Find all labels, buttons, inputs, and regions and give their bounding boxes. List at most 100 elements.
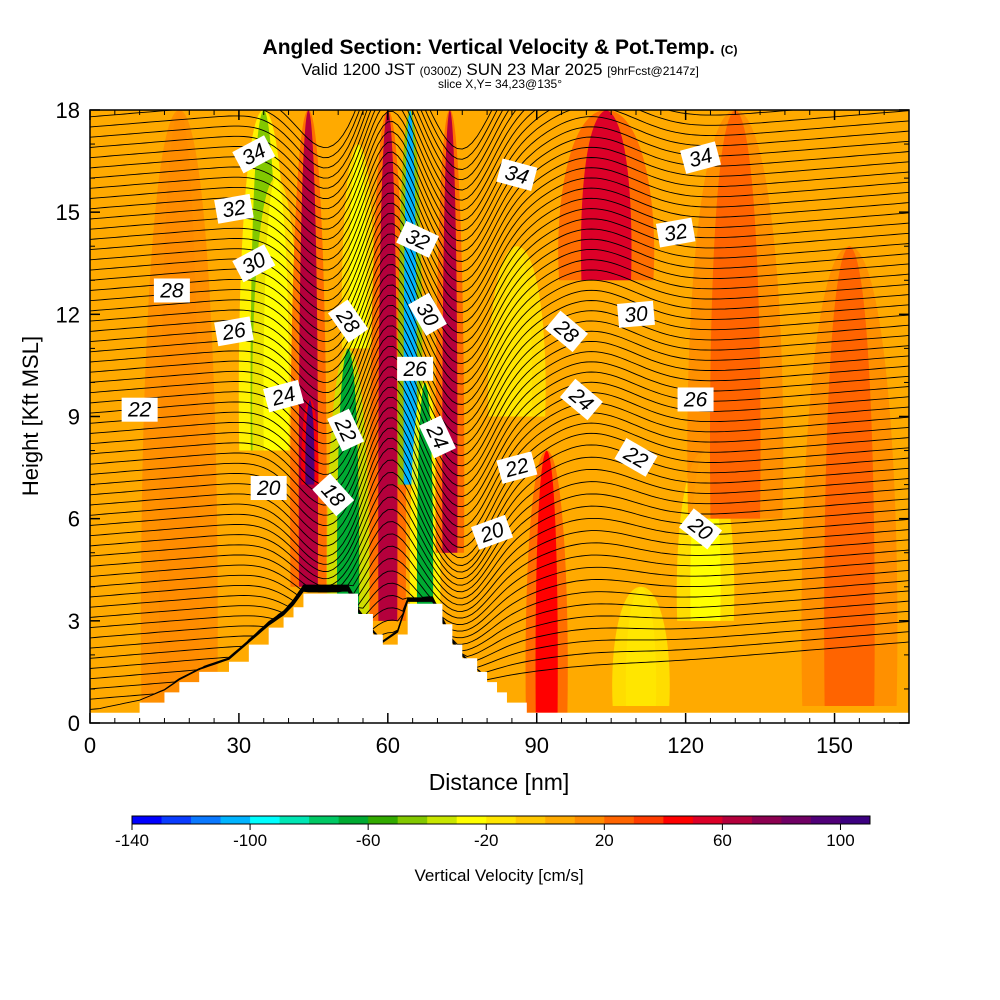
subtitle-date: SUN 23 Mar 2025: [461, 60, 608, 79]
isotherm-line: [90, 110, 526, 201]
isotherm-line: [90, 361, 909, 487]
colorbar-tick-label: -100: [233, 831, 267, 850]
colorbar-swatch: [220, 816, 251, 824]
isotherm-line: [90, 351, 909, 477]
colorbar-swatch: [368, 816, 399, 824]
y-tick-label: 18: [56, 98, 80, 123]
colorbar-swatch: [633, 816, 664, 824]
x-axis-label: Distance [nm]: [429, 769, 570, 795]
isotherm-line: [90, 238, 909, 365]
velocity-cell: [369, 110, 407, 621]
contour-label: 30: [617, 300, 655, 328]
copyright-mark: (C): [720, 43, 738, 57]
colorbar-swatch: [397, 816, 428, 824]
isotherm-line: [90, 310, 909, 436]
velocity-cell-core: [501, 246, 533, 417]
slice-label: slice X,Y= 34,23@135°: [437, 77, 563, 91]
colorbar-frame: [131, 815, 871, 825]
contour-label: 32: [655, 217, 696, 248]
isotherm-line: [90, 559, 909, 632]
isotherm-line: [90, 110, 504, 170]
contour-label: 34: [680, 141, 722, 174]
subtitle-utc-time: (0300Z): [419, 64, 462, 78]
contour-label: 20: [471, 514, 514, 550]
isotherm-line: [90, 197, 909, 324]
contour-label-box: [545, 310, 589, 353]
isotherm-line: [90, 589, 909, 690]
contour-label-box: [250, 476, 287, 501]
contour-label-box: [214, 316, 254, 347]
axes: 0 30 60 90 120 150 0 3 6 9 12 15 18: [56, 98, 909, 758]
colorbar-label: Vertical Velocity [cm/s]: [414, 866, 583, 885]
contour-label-text: 30: [623, 302, 649, 327]
colorbar-swatch: [338, 816, 369, 824]
isotherm-line: [90, 110, 909, 222]
isotherm-line: [90, 589, 909, 680]
chart-title-text: Angled Section: Vertical Velocity & Pot.…: [262, 36, 715, 59]
isotherm-line: [90, 539, 909, 619]
contour-label-text: 26: [683, 388, 708, 411]
contour-label-box: [496, 451, 538, 484]
contour-label: 26: [214, 316, 254, 347]
isotherm-line: [90, 529, 909, 612]
colorbar-tick-label: -20: [474, 831, 499, 850]
contour-label-box: [471, 514, 514, 550]
colorbar-swatch: [427, 816, 458, 824]
velocity-cell: [397, 110, 423, 485]
colorbar-swatch: [486, 816, 517, 824]
terrain-mask: [90, 593, 909, 723]
contour-label-box: [397, 356, 434, 381]
isotherm-line: [90, 422, 909, 548]
colorbar-swatch: [132, 816, 163, 824]
contour-label-text: 26: [402, 358, 427, 381]
colorbar-tick-label: -140: [115, 831, 149, 850]
contour-label-box: [678, 508, 723, 550]
contour-label-box: [655, 217, 696, 248]
isotherm-line: [90, 228, 909, 354]
isotherm-line: [90, 187, 909, 314]
isotherm-line: [90, 588, 909, 669]
contour-label-box: [312, 473, 355, 517]
colorbar-swatch: [545, 816, 576, 824]
isotherm-line: [90, 289, 909, 416]
colorbar: -140 -100 -60 -20 20 60 100: [115, 815, 871, 850]
colorbar-swatch: [604, 816, 635, 824]
x-tick-label: 60: [376, 733, 400, 758]
isotherm-line: [90, 110, 517, 191]
colorbar-swatch: [250, 816, 281, 824]
isotherm-line: [90, 569, 909, 639]
contour-label: 22: [121, 397, 158, 422]
isotherm-line: [90, 381, 909, 508]
contour-label-box: [614, 437, 658, 477]
y-axis-label: Height [Kft MSL]: [18, 336, 43, 496]
isotherm-line: [90, 167, 909, 293]
contour-label-box: [327, 408, 365, 452]
chart-title: Angled Section: Vertical Velocity & Pot.…: [0, 36, 1000, 60]
colorbar-swatch: [751, 816, 782, 824]
contour-label-text: 32: [221, 196, 248, 223]
colorbar-tick-label: 60: [713, 831, 732, 850]
contour-label-text: 22: [127, 399, 152, 422]
contour-label-text: 26: [220, 318, 248, 345]
isotherm-line: [90, 300, 909, 426]
isotherm-line: [90, 177, 909, 303]
colorbar-tick-label: 100: [826, 831, 854, 850]
colorbar-tick-label: -60: [356, 831, 381, 850]
contour-label-box: [680, 141, 722, 174]
isotherm-line: [90, 279, 909, 405]
velocity-cell-core: [824, 246, 875, 706]
contour-label-box: [327, 299, 369, 343]
isotherm-line: [90, 549, 909, 626]
contour-label: 26: [397, 356, 434, 381]
contour-label-box: [232, 135, 276, 174]
y-tick-label: 3: [68, 609, 80, 634]
colorbar-swatch: [161, 816, 192, 824]
velocity-cell: [687, 110, 784, 519]
y-tick-label: 12: [56, 302, 80, 327]
isotherm-line: [90, 208, 909, 334]
contour-label: 20: [250, 476, 287, 501]
contour-label-text: 32: [662, 220, 689, 247]
x-tick-label: 0: [84, 733, 96, 758]
isotherm-line: [90, 517, 909, 606]
